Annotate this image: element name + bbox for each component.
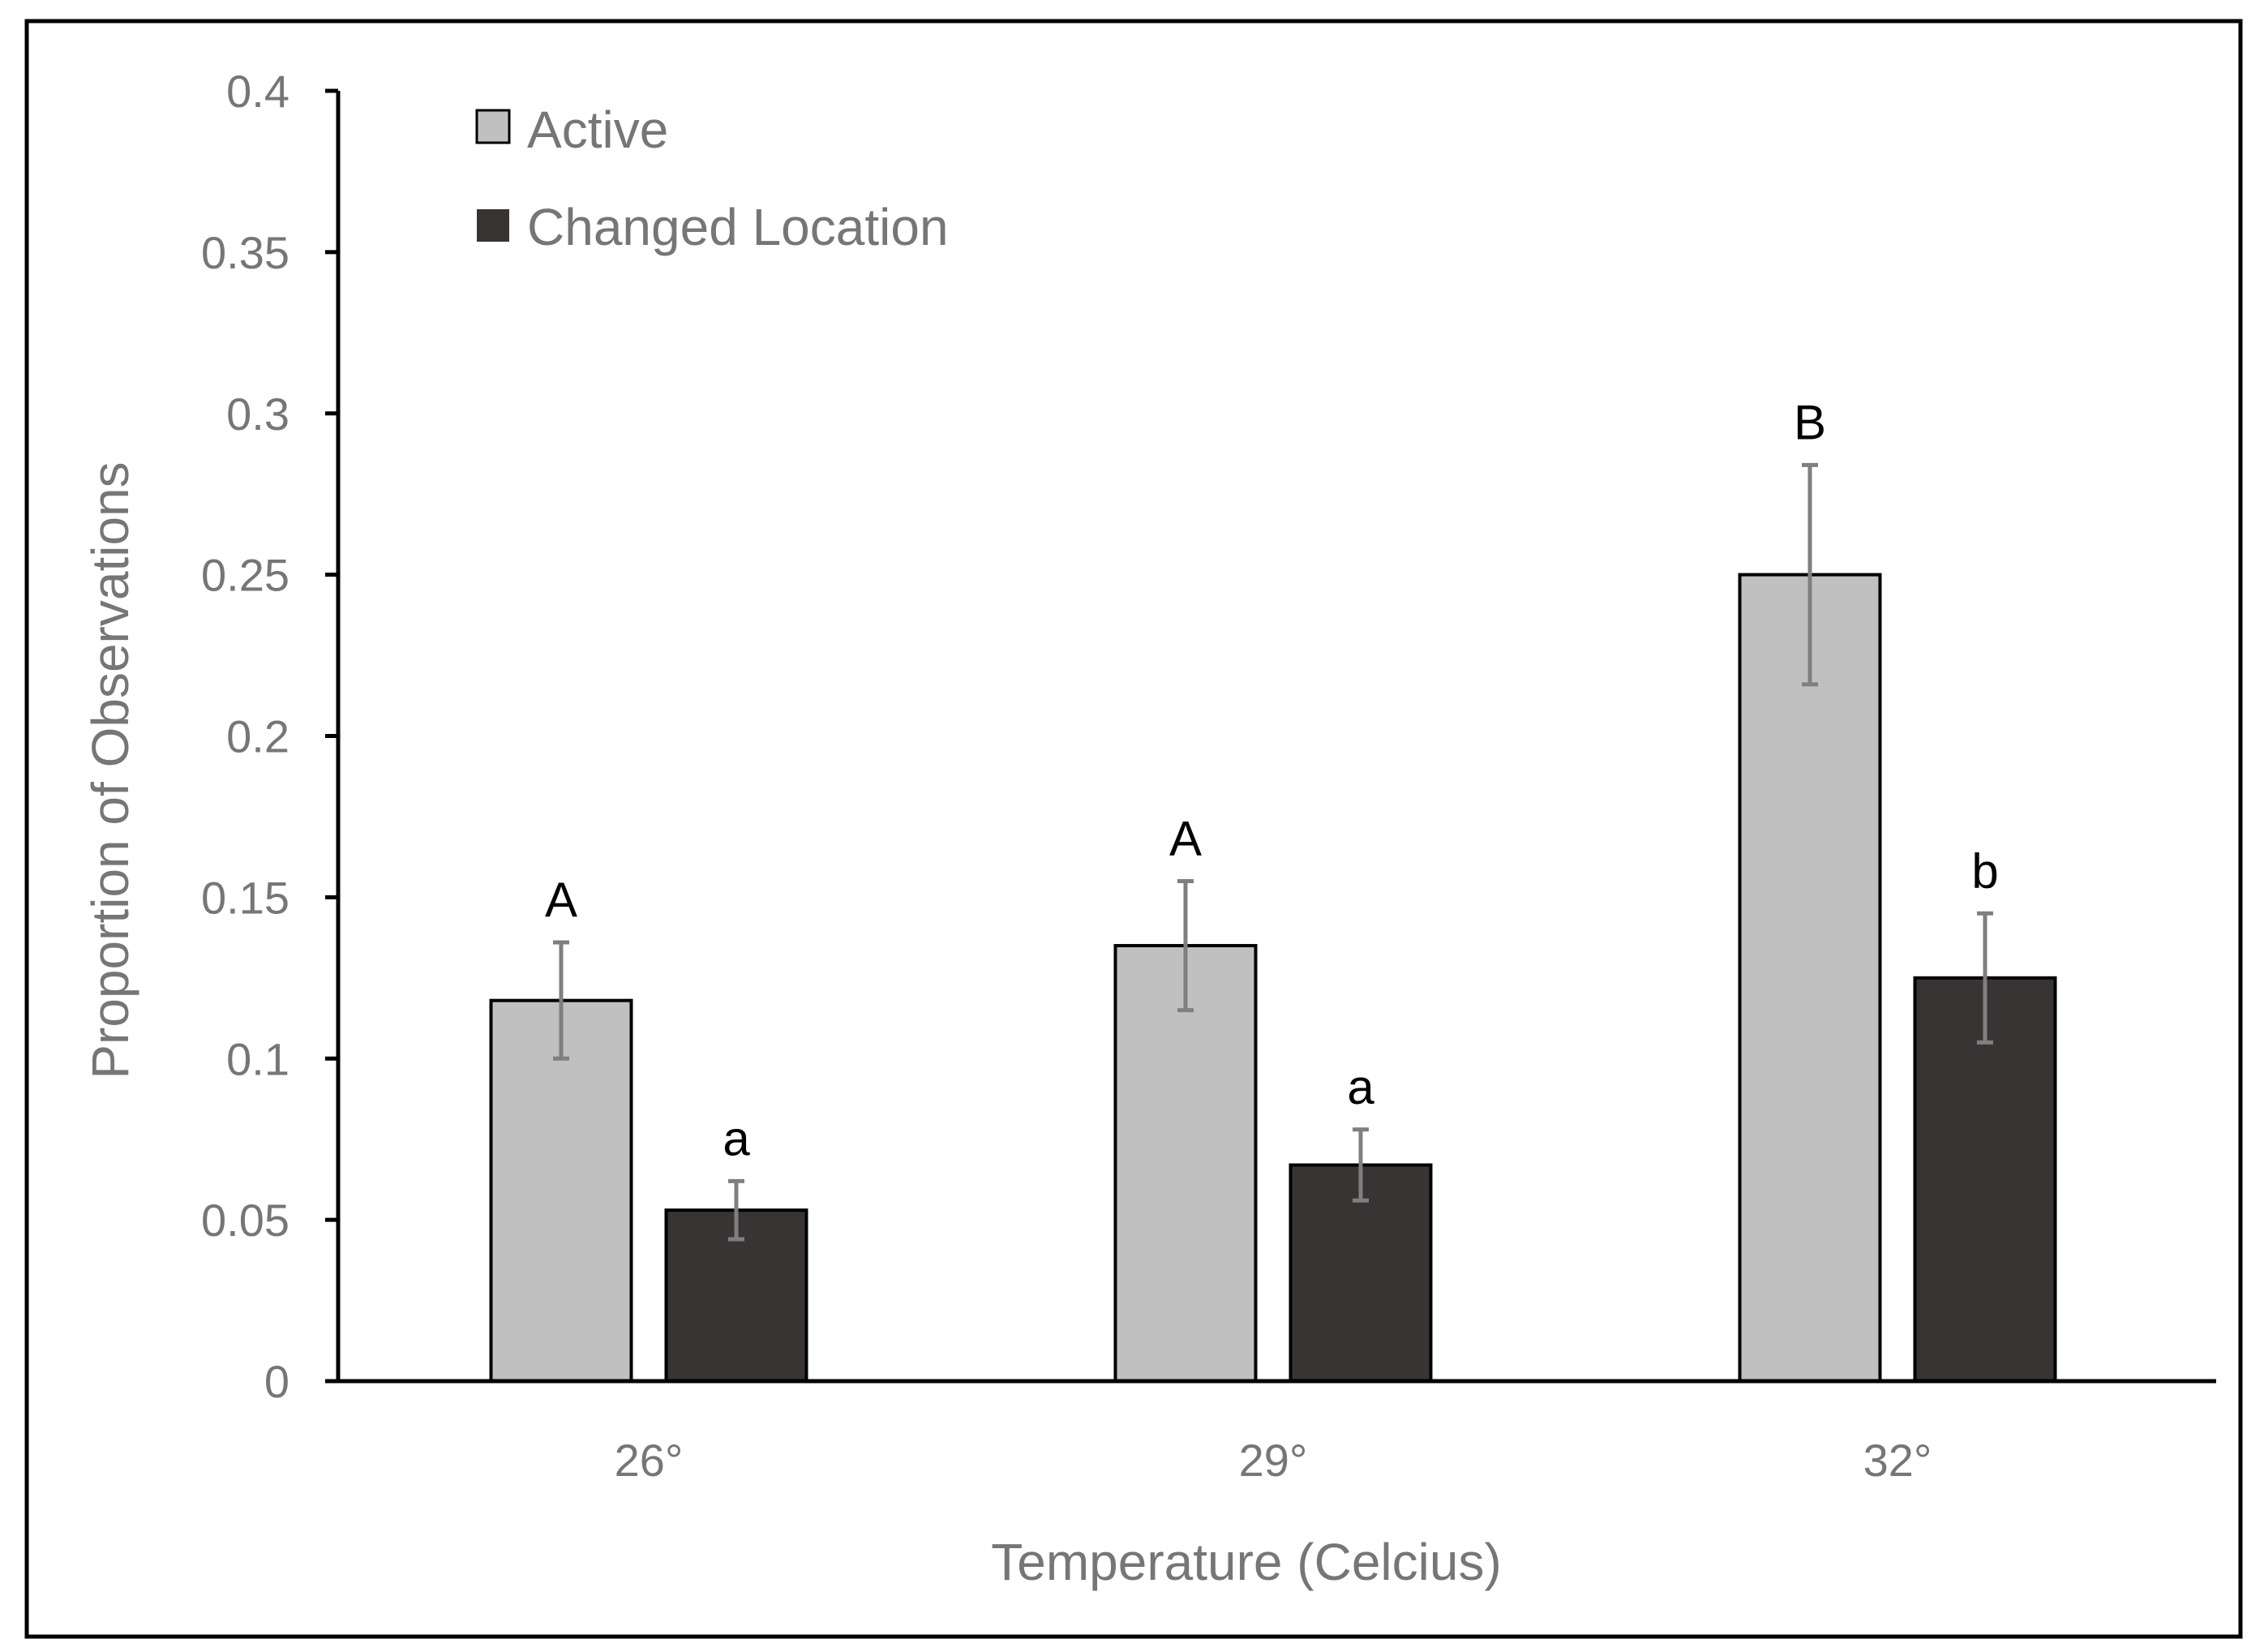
- y-tick-label: 0.25: [201, 550, 289, 601]
- x-axis-labels: 26° 29° 32°: [615, 1435, 1932, 1486]
- legend-swatch-active: [475, 109, 511, 144]
- y-tick-label: 0.1: [226, 1033, 289, 1084]
- x-tick-label: 32°: [1863, 1435, 1932, 1486]
- significance-label: A: [1169, 811, 1202, 865]
- legend-label-active: Active: [527, 101, 668, 159]
- y-tick-label: 0.35: [201, 227, 289, 278]
- bar-active: [489, 998, 633, 1384]
- significance-label: A: [545, 873, 577, 927]
- x-axis-title: Temperature (Celcius): [991, 1533, 1502, 1591]
- legend-label-changed-location: Changed Location: [527, 198, 949, 256]
- significance-label: B: [1794, 395, 1826, 449]
- bar-active: [1738, 573, 1882, 1383]
- legend: Active Changed Location: [475, 101, 949, 256]
- y-tick-label: 0: [264, 1356, 289, 1407]
- significance-label: b: [1971, 843, 1998, 898]
- legend-swatch-changed-location: [477, 209, 509, 242]
- bars-group: A A Ba a b: [489, 395, 2057, 1384]
- y-tick-label: 0.2: [226, 711, 289, 762]
- y-tick-label: 0.4: [226, 66, 289, 117]
- significance-label: a: [723, 1111, 750, 1165]
- y-tick-label: 0.3: [226, 388, 289, 440]
- y-tick-label: 0.05: [201, 1195, 289, 1246]
- x-tick-label: 29°: [1239, 1435, 1308, 1486]
- significance-label: a: [1347, 1060, 1374, 1114]
- y-tick-label: 0.15: [201, 872, 289, 923]
- y-axis-title: Proportion of Observations: [81, 461, 139, 1079]
- axes-group: [325, 91, 2216, 1384]
- x-tick-label: 26°: [615, 1435, 684, 1486]
- y-axis-ticks: 0 0.05 0.1 0.15 0.2 0.25 0.3 0.35 0.4: [201, 66, 338, 1407]
- chart-frame: [24, 19, 2243, 1639]
